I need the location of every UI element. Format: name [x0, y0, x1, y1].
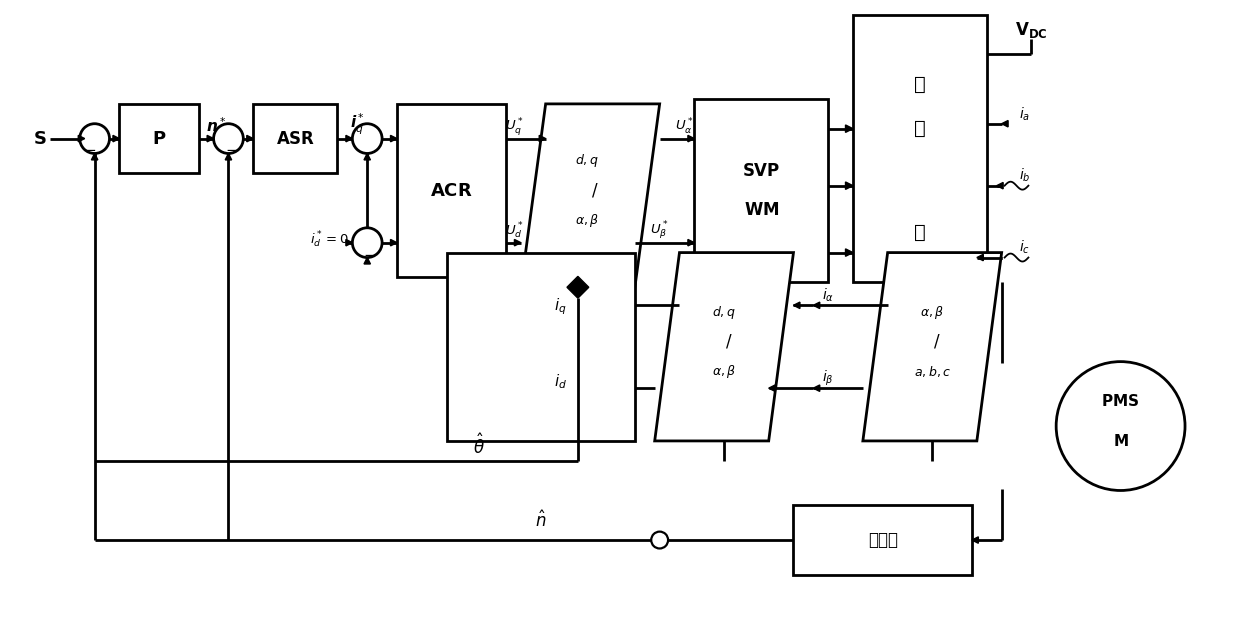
Polygon shape [846, 182, 853, 189]
Text: $i_d^* = 0$: $i_d^* = 0$ [310, 229, 350, 250]
Text: $i_b$: $i_b$ [1018, 167, 1030, 185]
Circle shape [352, 124, 382, 154]
Polygon shape [977, 254, 983, 261]
Polygon shape [997, 182, 1003, 189]
Polygon shape [688, 240, 694, 246]
Text: $\mathbf{PMS}$: $\mathbf{PMS}$ [1101, 393, 1140, 409]
Polygon shape [391, 135, 397, 142]
Text: $\mathbf{S}$: $\mathbf{S}$ [33, 129, 47, 148]
Text: $\alpha,\beta$: $\alpha,\beta$ [575, 212, 599, 229]
Text: $U_d^*$: $U_d^*$ [505, 220, 523, 241]
Polygon shape [688, 135, 694, 142]
Text: $\mathbf{SVP}$: $\mathbf{SVP}$ [742, 162, 780, 180]
Bar [794, 505, 972, 575]
Text: $\mathbf{V_{DC}}$: $\mathbf{V_{DC}}$ [1016, 20, 1048, 39]
Polygon shape [769, 385, 775, 391]
Bar [119, 104, 198, 173]
Polygon shape [365, 154, 371, 160]
Polygon shape [794, 302, 800, 308]
Text: $\mathbf{M}$: $\mathbf{M}$ [1112, 433, 1128, 449]
Polygon shape [515, 240, 521, 246]
Polygon shape [539, 135, 546, 142]
Bar [397, 104, 506, 277]
Text: $\hat{\theta}$: $\hat{\theta}$ [472, 434, 485, 458]
Text: $i_c$: $i_c$ [1019, 239, 1030, 256]
Text: $\hat{n}$: $\hat{n}$ [534, 510, 547, 531]
Text: /: / [935, 333, 940, 351]
Polygon shape [247, 135, 253, 142]
Circle shape [352, 228, 382, 257]
Polygon shape [567, 276, 589, 298]
Text: /: / [593, 182, 598, 199]
Text: $\boldsymbol{i}_q^*$: $\boldsymbol{i}_q^*$ [350, 112, 365, 137]
Text: /: / [727, 333, 732, 351]
Polygon shape [92, 154, 98, 160]
Circle shape [79, 124, 109, 154]
Text: 传感器: 传感器 [868, 531, 898, 549]
Bar [694, 99, 828, 282]
Text: $i_a$: $i_a$ [1019, 105, 1030, 122]
Polygon shape [1002, 120, 1008, 127]
Bar [253, 104, 337, 173]
Text: $\boldsymbol{n}^*$: $\boldsymbol{n}^*$ [207, 117, 227, 135]
Text: $\alpha,\beta$: $\alpha,\beta$ [920, 304, 945, 320]
Text: 逆: 逆 [914, 75, 926, 94]
Text: $\alpha,\beta$: $\alpha,\beta$ [712, 363, 737, 380]
Polygon shape [346, 240, 352, 246]
Text: −: − [363, 248, 377, 262]
Polygon shape [226, 154, 232, 160]
Text: $i_q$: $i_q$ [554, 297, 567, 317]
Circle shape [213, 124, 243, 154]
Polygon shape [113, 135, 119, 142]
Text: $U_q^*$: $U_q^*$ [505, 116, 523, 138]
Polygon shape [391, 240, 397, 246]
Polygon shape [813, 302, 820, 308]
Text: $U_\alpha^*$: $U_\alpha^*$ [675, 117, 693, 137]
Polygon shape [846, 125, 853, 132]
Bar [446, 253, 635, 441]
Text: $d,q$: $d,q$ [575, 152, 599, 169]
Text: $i_\alpha$: $i_\alpha$ [822, 287, 835, 304]
Polygon shape [863, 253, 1002, 441]
Text: $i_\beta$: $i_\beta$ [822, 369, 835, 388]
Text: −: − [224, 143, 238, 159]
Circle shape [651, 532, 668, 548]
Bar [853, 15, 987, 282]
Polygon shape [655, 253, 794, 441]
Ellipse shape [1056, 362, 1185, 490]
Text: $d,q$: $d,q$ [712, 304, 737, 320]
Text: $i_d$: $i_d$ [554, 372, 567, 390]
Text: $a,b,c$: $a,b,c$ [914, 364, 951, 379]
Text: $\mathbf{ACR}$: $\mathbf{ACR}$ [430, 182, 472, 199]
Text: $\mathbf{WM}$: $\mathbf{WM}$ [744, 201, 779, 220]
Text: −: − [83, 143, 95, 159]
Text: $\mathbf{P}$: $\mathbf{P}$ [151, 129, 166, 148]
Text: $\mathbf{ASR}$: $\mathbf{ASR}$ [275, 129, 315, 148]
Text: 变: 变 [914, 119, 926, 138]
Polygon shape [813, 385, 820, 391]
Polygon shape [365, 257, 371, 264]
Polygon shape [972, 537, 978, 543]
Polygon shape [78, 135, 84, 142]
Text: 器: 器 [914, 223, 926, 242]
Polygon shape [346, 135, 352, 142]
Polygon shape [207, 135, 213, 142]
Text: $U_\beta^*$: $U_\beta^*$ [650, 220, 668, 242]
Polygon shape [846, 249, 853, 256]
Polygon shape [521, 104, 660, 287]
